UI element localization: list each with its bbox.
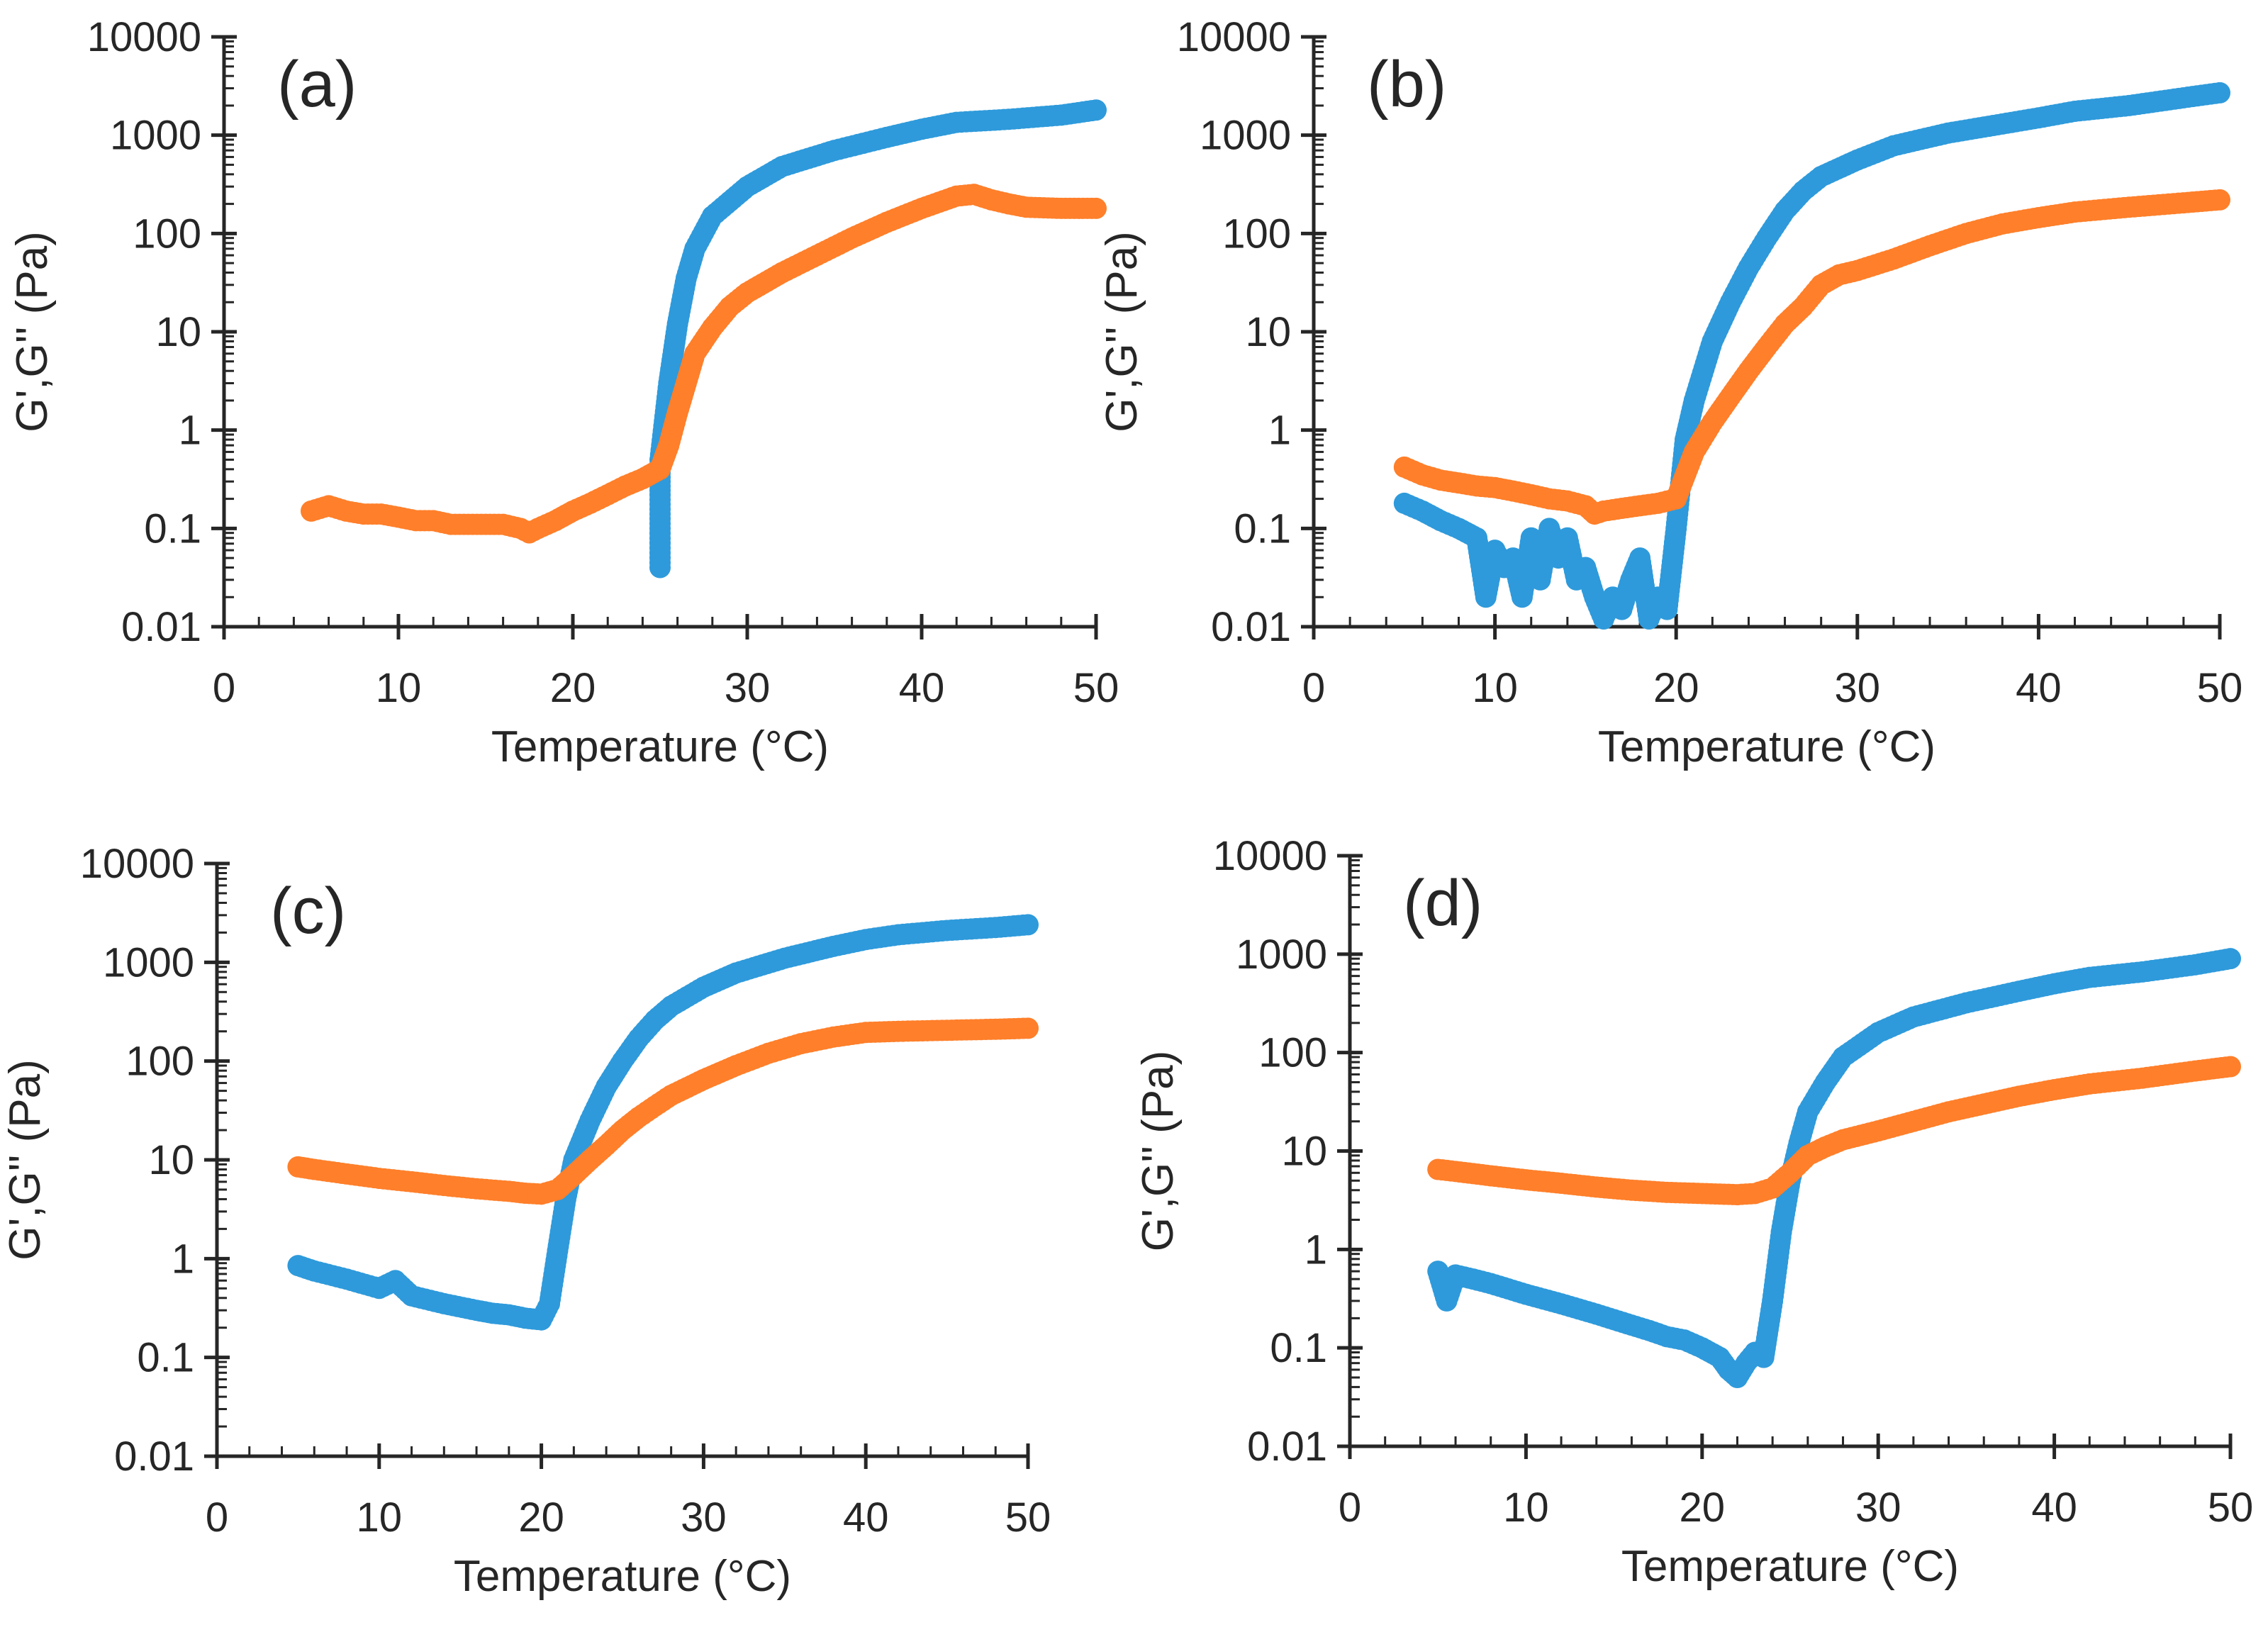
x-tick-label: 0: [1302, 665, 1325, 711]
chart-panel-1: 0.01 0.1 1 10 100 1000 10000 0 10 20 30 40 50 Tempera…: [8, 14, 1119, 771]
chart-panel-2: 0.01 0.1 1 10 100 1000 10000 0 10 20 30 40 50 Tempera…: [1097, 14, 2242, 771]
x-tick-label: 20: [518, 1494, 564, 1541]
y-tick-label: 10000: [80, 841, 194, 887]
data-point: [2220, 1056, 2241, 1078]
x-tick-label: 10: [1472, 665, 1518, 711]
data-point: [1085, 197, 1107, 219]
x-tick-label: 40: [843, 1494, 889, 1541]
x-tick-label: 30: [725, 665, 771, 711]
y-tick-label: 1000: [103, 939, 194, 985]
y-tick-label: 10: [1281, 1129, 1327, 1175]
series-g-prime: [1427, 948, 2241, 1388]
x-tick-label: 0: [1339, 1485, 1361, 1531]
y-axis-label: G',G'' (Pa): [1097, 231, 1146, 432]
series-g-prime: [1393, 82, 2230, 630]
y-tick-label: 0.01: [1247, 1424, 1327, 1470]
x-tick-label: 20: [1653, 665, 1699, 711]
series-g-prime: [287, 914, 1039, 1331]
x-tick-label: 40: [2031, 1485, 2077, 1531]
y-tick-label: 10000: [1177, 14, 1291, 60]
x-axis-label: Temperature (°C): [1598, 722, 1935, 771]
y-axis-label: G',G'' (Pa): [8, 231, 57, 432]
y-tick-label: 10000: [87, 14, 201, 60]
y-tick-label: 10: [1245, 309, 1291, 355]
y-tick-label: 1000: [1200, 113, 1291, 159]
panel-label: (c): [270, 875, 346, 947]
x-tick-label: 50: [2208, 1485, 2254, 1531]
x-tick-label: 10: [1503, 1485, 1549, 1531]
x-tick-label: 20: [550, 665, 596, 711]
series-g-double-prime: [1393, 189, 2230, 525]
x-tick-label: 0: [206, 1494, 228, 1541]
x-tick-label: 30: [681, 1494, 727, 1541]
y-tick-label: 1000: [1236, 932, 1327, 978]
x-tick-label: 50: [2197, 665, 2243, 711]
y-tick-label: 1000: [110, 113, 201, 159]
y-tick-label: 100: [1258, 1030, 1327, 1076]
y-axis-label: G',G'' (Pa): [1134, 1051, 1183, 1252]
data-point: [1085, 99, 1107, 121]
y-tick-label: 100: [125, 1039, 194, 1085]
series-g-double-prime: [1427, 1056, 2241, 1206]
series-g-double-prime: [287, 1017, 1039, 1205]
y-tick-label: 1: [172, 1236, 194, 1282]
data-point: [2209, 82, 2230, 104]
data-point: [1017, 1017, 1039, 1039]
x-tick-label: 0: [213, 665, 235, 711]
x-axis-label: Temperature (°C): [491, 722, 829, 771]
y-tick-label: 100: [1222, 211, 1291, 257]
x-tick-label: 40: [2016, 665, 2062, 711]
y-tick-label: 10: [155, 309, 201, 355]
y-tick-label: 0.1: [137, 1335, 194, 1381]
panel-label: (a): [277, 48, 357, 121]
y-tick-label: 1: [1268, 408, 1291, 454]
y-axis-label: G',G'' (Pa): [1, 1059, 50, 1261]
x-tick-label: 30: [1855, 1485, 1901, 1531]
y-tick-label: 0.01: [114, 1434, 194, 1480]
y-tick-label: 10: [148, 1137, 194, 1183]
x-axis-label: Temperature (°C): [454, 1552, 791, 1601]
panel-label: (d): [1403, 867, 1482, 939]
series-g-double-prime: [301, 184, 1107, 544]
y-tick-label: 10000: [1213, 833, 1327, 879]
y-tick-label: 100: [133, 211, 201, 257]
x-tick-label: 50: [1073, 665, 1119, 711]
y-tick-label: 0.01: [1211, 604, 1291, 650]
chart-panel-3: 0.01 0.1 1 10 100 1000 10000 0 10 20 30 40 50 Tempera…: [1, 841, 1051, 1601]
panel-label: (b): [1367, 48, 1446, 121]
data-point: [2220, 948, 2241, 970]
x-tick-label: 20: [1680, 1485, 1726, 1531]
x-tick-label: 10: [376, 665, 422, 711]
chart-panel-4: 0.01 0.1 1 10 100 1000 10000 0 10 20 30 40 50 Tempera…: [1134, 833, 2253, 1591]
data-point: [1017, 914, 1039, 936]
data-point: [2209, 189, 2230, 211]
y-tick-label: 0.01: [121, 604, 201, 650]
x-tick-label: 10: [357, 1494, 403, 1541]
y-tick-label: 0.1: [1234, 505, 1291, 552]
y-tick-label: 0.1: [1270, 1325, 1327, 1371]
y-tick-label: 0.1: [144, 505, 201, 552]
series-g-prime: [649, 99, 1107, 579]
x-tick-label: 30: [1835, 665, 1881, 711]
x-tick-label: 50: [1005, 1494, 1051, 1541]
x-tick-label: 40: [899, 665, 945, 711]
x-axis-label: Temperature (°C): [1621, 1542, 1959, 1591]
y-tick-label: 1: [179, 408, 201, 454]
y-tick-label: 1: [1305, 1227, 1327, 1273]
